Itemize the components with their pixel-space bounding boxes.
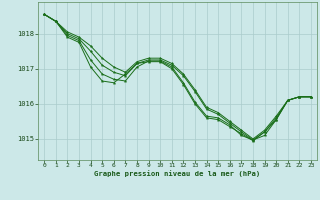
- X-axis label: Graphe pression niveau de la mer (hPa): Graphe pression niveau de la mer (hPa): [94, 171, 261, 177]
